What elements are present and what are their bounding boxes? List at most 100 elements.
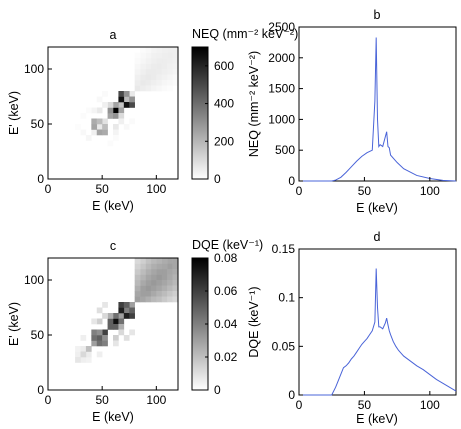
heatmap-cell [129,329,135,336]
heatmap-cell [167,285,173,292]
heatmap-cell [140,280,146,286]
heatmap-cell [156,52,163,59]
heatmap-cell [145,285,152,292]
heatmap-cell [113,135,119,141]
heatmap-cell [167,47,173,53]
panel-b: b 0 50 100 0 500 1000 1500 2000 2500 E (keV) NE… [247,8,457,215]
heatmap-cell [140,52,146,59]
y-tick-label: 500 [275,143,295,157]
heatmap-cell [129,102,135,108]
heatmap-cell [123,124,130,130]
heatmap-cell [156,258,163,264]
heatmap-cell [172,269,179,275]
colorbar-tick-label: 0 [214,383,221,397]
panel-b-axes-box [298,26,457,182]
heatmap-cell [150,63,157,70]
panel-b-y-ticks: 0 500 1000 1500 2000 2500 [268,20,303,188]
heatmap-cell [134,85,141,92]
heatmap-cell [161,74,168,81]
y-tick-label: 50 [31,117,45,131]
colorbar-tick-label: 200 [214,134,234,148]
heatmap-cell [134,280,141,286]
x-tick-label: 100 [146,182,166,196]
heatmap-cell [134,285,141,292]
heatmap-cell [172,291,179,297]
heatmap-cell [85,357,92,363]
panel-c-y-label: E' (keV) [7,302,21,346]
panel-a-title: a [110,28,117,42]
heatmap-cell [140,274,146,281]
heatmap-cell [167,85,173,92]
heatmap-cell [172,263,179,270]
heatmap-cell [118,118,125,125]
heatmap-cell [113,107,119,114]
x-tick-label: 100 [420,184,440,198]
x-tick-label: 100 [146,393,166,407]
y-tick-label: 0 [288,388,295,402]
heatmap-cell [172,274,179,281]
heatmap-cell [167,63,173,70]
y-tick-label: 0.05 [272,339,296,353]
heatmap-cell [156,269,163,275]
heatmap-cell [102,129,108,136]
x-tick-label: 0 [45,182,52,196]
heatmap-cell [96,351,103,358]
heatmap-cell [113,102,119,108]
heatmap-cell [91,335,98,341]
heatmap-cell [134,52,141,59]
heatmap-cell [156,58,163,64]
heatmap-cell [161,52,168,59]
heatmap-cell [156,285,163,292]
heatmap-cell [140,291,146,297]
heatmap-cell [107,318,114,325]
heatmap-cell [156,80,163,86]
heatmap-cell [129,313,135,319]
heatmap-cell [80,346,87,352]
x-tick-label: 0 [45,393,52,407]
heatmap-cell [145,63,152,70]
panel-a-x-ticks: 0 50 100 [45,175,167,196]
dqe-line [299,268,457,396]
heatmap-cell [167,291,173,297]
heatmap-cell [167,74,173,81]
heatmap-cell [134,58,141,64]
heatmap-cell [118,307,125,314]
heatmap-cell [172,285,179,292]
panel-a-y-label: E' (keV) [7,91,21,135]
x-tick-label: 50 [95,182,109,196]
heatmap-cell [91,129,98,136]
heatmap-cell [134,74,141,81]
y-tick-label: 2000 [268,51,295,65]
heatmap-cell [129,91,135,97]
heatmap-cell [161,280,168,286]
heatmap-cell [140,47,146,53]
heatmap-cell [150,291,157,297]
heatmap-cell [140,285,146,292]
y-tick-label: 100 [24,62,44,76]
heatmap-cell [156,85,163,92]
panel-d-y-ticks: 0 0.05 0.1 0.15 [272,242,303,402]
panel-a: a NEQ (mm⁻² keV⁻²) 0 50 100 0 50 100 E (keV)… [7,27,298,213]
panel-a-x-label: E (keV) [92,199,134,213]
heatmap-cell [75,357,81,363]
heatmap-cell [134,80,141,86]
heatmap-cell [107,313,114,319]
colorbar-a-ticks: 0 200 400 600 [205,59,234,186]
heatmap-cell [113,340,119,347]
panel-d-y-label: DQE (keV⁻¹) [247,286,261,357]
heatmap-cell [150,269,157,275]
y-tick-label: 2500 [268,20,295,34]
heatmap-cell [150,263,157,270]
heatmap-cell [167,269,173,275]
heatmap-cell [134,291,141,297]
heatmap-cell [118,318,125,325]
heatmap-cell [172,63,179,70]
heatmap-cell [80,129,87,136]
heatmap-cell [150,74,157,81]
heatmap-cell [107,107,114,114]
heatmap-cell [129,118,135,125]
x-tick-label: 50 [358,184,372,198]
heatmap-cell [161,63,168,70]
heatmap-cell [118,329,125,336]
heatmap-cell [145,69,152,75]
